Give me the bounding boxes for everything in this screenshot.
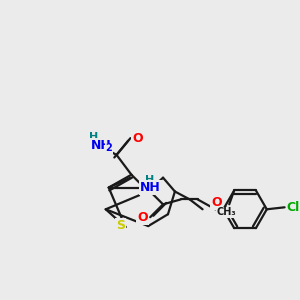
Text: O: O xyxy=(211,196,222,209)
Text: H: H xyxy=(89,132,98,142)
Text: 2: 2 xyxy=(105,143,112,153)
Text: H: H xyxy=(145,175,154,184)
Text: N: N xyxy=(141,182,152,195)
Text: S: S xyxy=(116,219,125,232)
Text: Cl: Cl xyxy=(287,201,300,214)
Text: CH₃: CH₃ xyxy=(217,207,236,217)
Text: O: O xyxy=(132,132,143,145)
Text: O: O xyxy=(137,211,148,224)
Text: NH: NH xyxy=(140,181,160,194)
Text: NH: NH xyxy=(90,139,111,152)
